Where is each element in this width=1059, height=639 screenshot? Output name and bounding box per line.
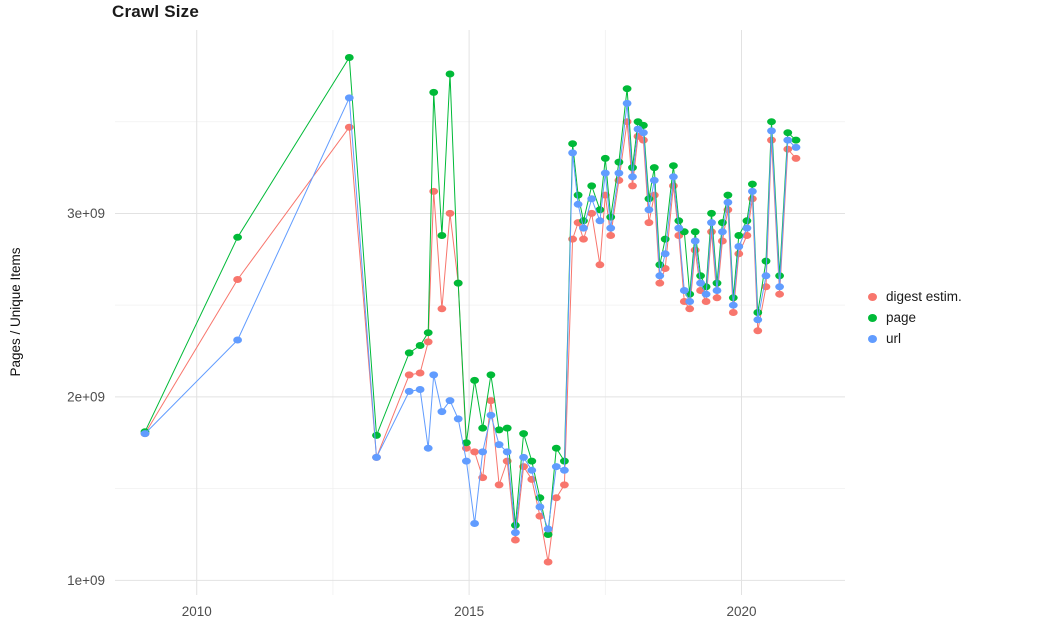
gridlines-major <box>115 30 845 595</box>
legend-item-url: url <box>868 328 962 349</box>
legend-label-digest-estim: digest estim. <box>886 289 962 304</box>
axis-tick-labels: 1e+09 2e+09 3e+09 2010 2015 2020 <box>67 206 756 619</box>
gridlines-minor <box>115 30 845 595</box>
x-tick-label: 2010 <box>182 604 212 619</box>
x-tick-label: 2015 <box>454 604 484 619</box>
y-tick-label: 2e+09 <box>67 389 105 404</box>
legend-item-digest-estim: digest estim. <box>868 286 962 307</box>
legend-label-page: page <box>886 310 917 325</box>
y-tick-label: 3e+09 <box>67 206 105 221</box>
series-page <box>140 54 801 538</box>
series-url <box>140 94 801 537</box>
legend-label-url: url <box>886 331 902 346</box>
legend-swatch-page-icon <box>868 313 877 322</box>
legend-swatch-digest-estim-icon <box>868 292 877 301</box>
chart-title: Crawl Size <box>112 2 200 21</box>
legend-swatch-url-icon <box>868 334 877 343</box>
legend: digest estim. page url <box>868 286 962 349</box>
y-tick-label: 1e+09 <box>67 573 105 588</box>
legend-item-page: page <box>868 307 962 328</box>
x-tick-label: 2020 <box>726 604 756 619</box>
